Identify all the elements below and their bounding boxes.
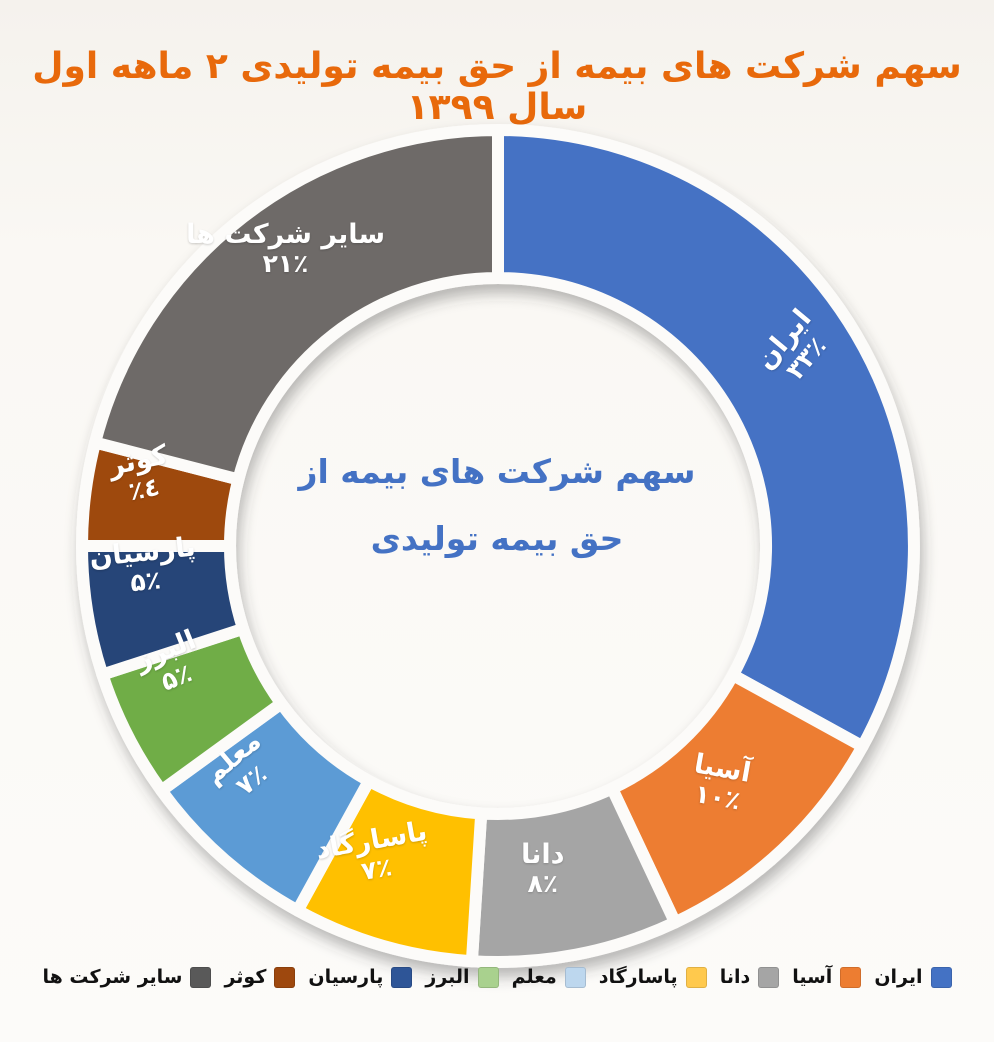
legend-swatch-parsian bbox=[391, 966, 413, 988]
legend-label-parsian: پارسیان bbox=[308, 966, 384, 988]
legend-swatch-moallem bbox=[564, 966, 586, 988]
legend-label-alborz: البرز bbox=[425, 966, 470, 988]
doughnut-slices bbox=[76, 124, 920, 968]
legend-swatch-alborz bbox=[477, 966, 499, 988]
center-label: سهم شرکت های بیمه از حق بیمه تولیدی bbox=[247, 438, 747, 572]
slice-iran bbox=[492, 124, 920, 753]
legend-label-dana: دانا bbox=[719, 966, 751, 988]
chart-legend: ایران آسیا دانا پاسارگاد معلم البرز پارسیان کوث… bbox=[0, 966, 994, 988]
legend-label-iran: ایران bbox=[874, 966, 923, 988]
legend-item-iran: ایران bbox=[874, 966, 952, 988]
legend-label-others: سایر شرکت ها bbox=[42, 966, 183, 988]
legend-swatch-others bbox=[190, 966, 212, 988]
legend-label-asia: آسیا bbox=[792, 966, 833, 988]
legend-label-pasargad: پاسارگاد bbox=[598, 966, 678, 988]
legend-item-others: سایر شرکت ها bbox=[42, 966, 212, 988]
chart-title: سهم شرکت های بیمه از حق بیمه تولیدی ۲ ما… bbox=[32, 46, 962, 128]
legend-swatch-dana bbox=[758, 966, 780, 988]
center-label-line2: حق بیمه تولیدی bbox=[370, 519, 624, 558]
legend-item-asia: آسیا bbox=[792, 966, 862, 988]
legend-item-dana: دانا bbox=[720, 966, 780, 988]
legend-swatch-pasargad bbox=[685, 966, 707, 988]
legend-swatch-iran bbox=[930, 966, 952, 988]
legend-label-kowsar: کوثر bbox=[224, 966, 267, 988]
legend-item-pasargad: پاسارگاد bbox=[599, 966, 707, 988]
legend-item-kowsar: کوثر bbox=[224, 966, 296, 988]
slice-others bbox=[89, 124, 504, 486]
legend-label-moallem: معلم bbox=[511, 966, 557, 988]
center-label-line1: سهم شرکت های بیمه از bbox=[298, 452, 696, 491]
legend-item-alborz: البرز bbox=[425, 966, 499, 988]
legend-item-moallem: معلم bbox=[512, 966, 586, 988]
legend-item-parsian: پارسیان bbox=[308, 966, 413, 988]
legend-swatch-asia bbox=[840, 966, 862, 988]
legend-swatch-kowsar bbox=[274, 966, 296, 988]
